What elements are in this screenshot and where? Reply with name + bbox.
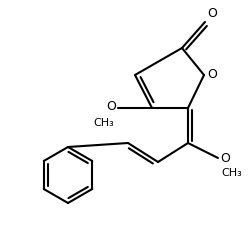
Text: O: O (207, 7, 217, 20)
Text: O: O (220, 151, 230, 165)
Text: O: O (106, 101, 116, 114)
Text: CH₃: CH₃ (94, 118, 114, 128)
Text: CH₃: CH₃ (222, 168, 242, 178)
Text: O: O (207, 69, 217, 81)
